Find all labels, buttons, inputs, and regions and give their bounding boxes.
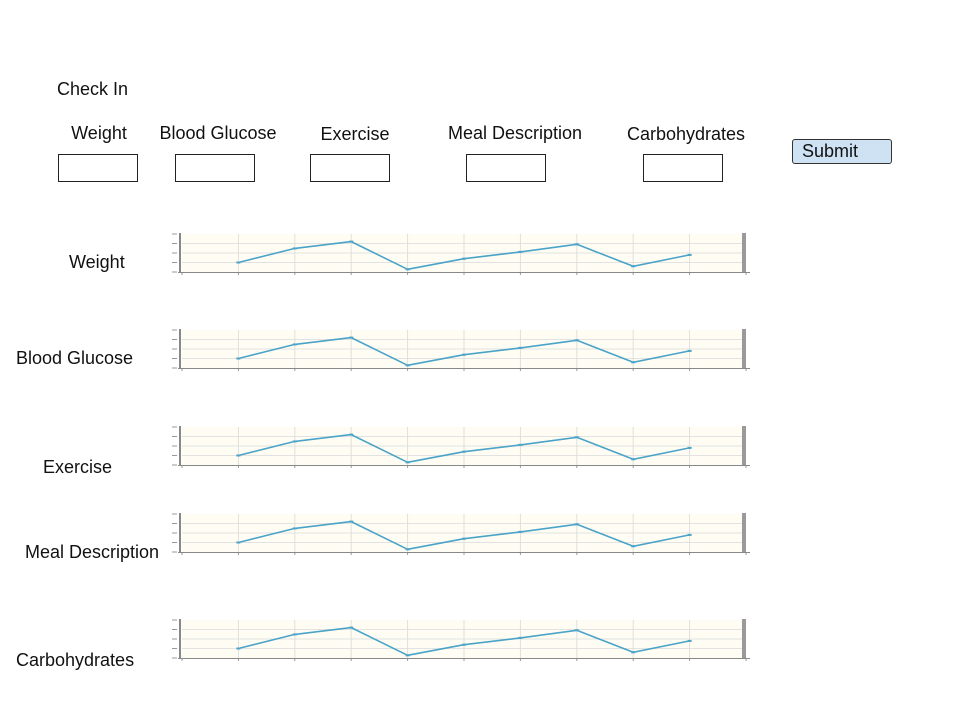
data-point-1	[236, 357, 241, 360]
data-point-6	[518, 250, 523, 253]
data-point-2	[292, 527, 297, 530]
right-frame	[742, 233, 746, 273]
data-point-7	[574, 629, 579, 632]
carbohydrates-input[interactable]	[643, 154, 723, 182]
page-title: Check In	[57, 79, 129, 99]
data-point-1	[236, 541, 241, 544]
meal-description-input[interactable]	[466, 154, 546, 182]
data-point-8	[631, 361, 636, 364]
right-frame	[742, 426, 746, 466]
data-point-3	[349, 336, 354, 339]
data-point-2	[292, 343, 297, 346]
data-point-1	[236, 261, 241, 264]
data-point-4	[405, 654, 410, 657]
exercise-chart	[172, 426, 750, 468]
exercise-field-label: Exercise	[320, 124, 390, 144]
data-point-5	[462, 353, 466, 356]
data-point-7	[574, 243, 579, 246]
data-point-4	[405, 364, 410, 367]
submit-button[interactable]: Submit	[792, 139, 892, 164]
y-axis	[179, 426, 181, 466]
y-axis	[179, 329, 181, 369]
carbohydrates-chart	[172, 619, 750, 661]
data-point-6	[518, 636, 523, 639]
data-point-8	[631, 545, 636, 548]
data-point-5	[462, 643, 466, 646]
exercise-input[interactable]	[310, 154, 390, 182]
meal-description-field-label: Meal Description	[447, 123, 583, 143]
data-point-7	[574, 436, 579, 439]
right-frame	[742, 329, 746, 369]
data-point-4	[405, 268, 410, 271]
data-point-8	[631, 265, 636, 268]
data-point-9	[687, 639, 692, 642]
data-point-1	[236, 647, 241, 650]
data-point-8	[631, 651, 636, 654]
exercise-chart-label: Exercise	[43, 457, 113, 477]
data-point-9	[687, 349, 692, 352]
data-point-6	[518, 443, 523, 446]
weight-chart-label: Weight	[69, 252, 125, 272]
data-point-1	[236, 454, 241, 457]
data-point-3	[349, 520, 354, 523]
meal-description-chart	[172, 513, 750, 555]
weight-field-label: Weight	[71, 123, 127, 143]
carbohydrates-chart-label: Carbohydrates	[16, 650, 135, 670]
weight-chart	[172, 233, 750, 275]
right-frame	[742, 513, 746, 553]
data-point-3	[349, 626, 354, 629]
blood-glucose-chart	[172, 329, 750, 371]
blood-glucose-field-label: Blood Glucose	[159, 123, 277, 143]
y-axis	[179, 619, 181, 659]
right-frame	[742, 619, 746, 659]
data-point-9	[687, 253, 692, 256]
y-axis	[179, 233, 181, 273]
data-point-3	[349, 433, 354, 436]
data-point-5	[462, 450, 466, 453]
data-point-2	[292, 247, 297, 250]
data-point-5	[462, 537, 466, 540]
data-point-4	[405, 461, 410, 464]
data-point-7	[574, 523, 579, 526]
blood-glucose-chart-label: Blood Glucose	[16, 348, 134, 368]
data-point-6	[518, 530, 523, 533]
weight-input[interactable]	[58, 154, 138, 182]
data-point-9	[687, 533, 692, 536]
data-point-3	[349, 240, 354, 243]
meal-description-chart-label: Meal Description	[25, 542, 160, 562]
blood-glucose-input[interactable]	[175, 154, 255, 182]
data-point-2	[292, 633, 297, 636]
data-point-2	[292, 440, 297, 443]
data-point-5	[462, 257, 466, 260]
data-point-6	[518, 346, 523, 349]
data-point-9	[687, 446, 692, 449]
carbohydrates-field-label: Carbohydrates	[626, 124, 746, 144]
y-axis	[179, 513, 181, 553]
data-point-4	[405, 548, 410, 551]
data-point-7	[574, 339, 579, 342]
data-point-8	[631, 458, 636, 461]
